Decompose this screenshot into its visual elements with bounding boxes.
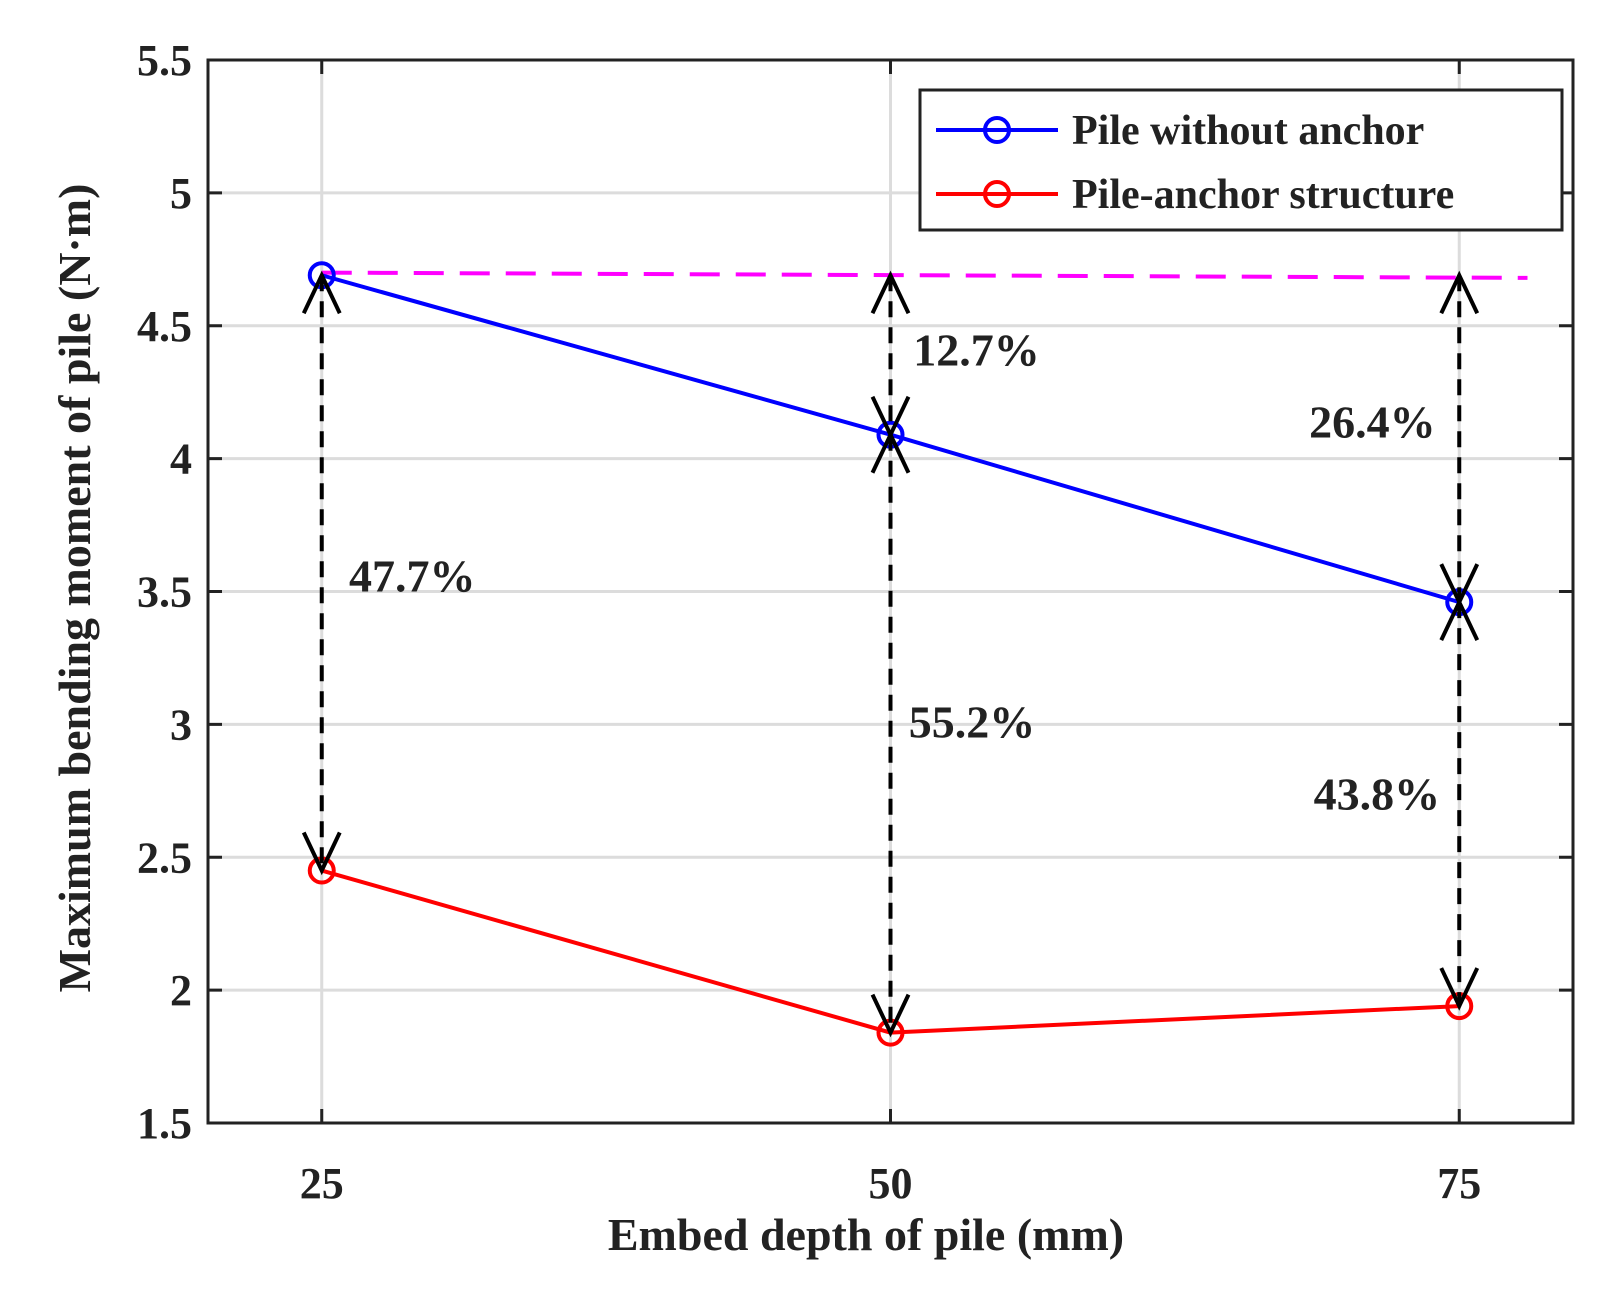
- arrow-group: [301, 270, 1480, 1038]
- y-tick-label: 3.5: [137, 568, 192, 617]
- legend-item: Pile without anchor: [936, 108, 1424, 154]
- arrow-head: [1439, 967, 1480, 1011]
- y-axis-title: Maximum bending moment of pile (N·m): [49, 184, 100, 993]
- y-tick-label: 4.5: [137, 302, 192, 351]
- arrow: [1439, 597, 1480, 1011]
- legend-box: [918, 88, 1564, 232]
- legend-label: Pile without anchor: [1072, 108, 1424, 154]
- arrow: [301, 270, 342, 876]
- y-tick-label: 2: [170, 966, 192, 1015]
- legend-item: Pile-anchor structure: [936, 172, 1454, 218]
- x-axis-title: Embed depth of pile (mm): [608, 1209, 1124, 1260]
- arrow-head: [1439, 270, 1480, 315]
- arrow-head: [870, 430, 911, 474]
- arrow-head: [301, 831, 342, 876]
- legend: Pile without anchor Pile-anchor structure: [918, 88, 1564, 232]
- arrow-head: [1439, 597, 1480, 641]
- y-tick-label: 5.5: [137, 36, 192, 85]
- percent-label: 47.7%: [349, 551, 476, 602]
- y-tick-label: 3: [170, 700, 192, 749]
- legend-label: Pile-anchor structure: [1072, 172, 1454, 218]
- arrow: [870, 430, 911, 1038]
- y-tick-label: 2.5: [137, 833, 192, 882]
- y-tick-label: 5: [170, 169, 192, 218]
- percent-label: 12.7%: [913, 325, 1040, 376]
- arrow-head: [870, 270, 911, 315]
- axes: 1.5 2 2.5 3 3.5 4 4.5 5 5.5 25 50 75: [137, 36, 1575, 1208]
- legend-swatch-marker: [983, 116, 1011, 144]
- y-tick-label: 4: [170, 435, 192, 484]
- percent-label: 55.2%: [909, 697, 1035, 748]
- y-tick-label: 1.5: [137, 1099, 192, 1148]
- reference-line-group: [321, 270, 1528, 280]
- annotation-group: 47.7% 12.7% 55.2% 26.4% 43.8%: [349, 325, 1440, 820]
- arrow-head: [301, 270, 342, 315]
- x-tick-label: 25: [300, 1159, 344, 1208]
- x-tick-label: 50: [869, 1159, 913, 1208]
- x-tick-label: 75: [1437, 1159, 1481, 1208]
- percent-label: 43.8%: [1314, 768, 1441, 819]
- arrow-head: [870, 993, 911, 1038]
- reference-line: [321, 270, 1528, 280]
- legend-swatch-marker: [983, 180, 1011, 208]
- percent-label: 26.4%: [1309, 396, 1436, 447]
